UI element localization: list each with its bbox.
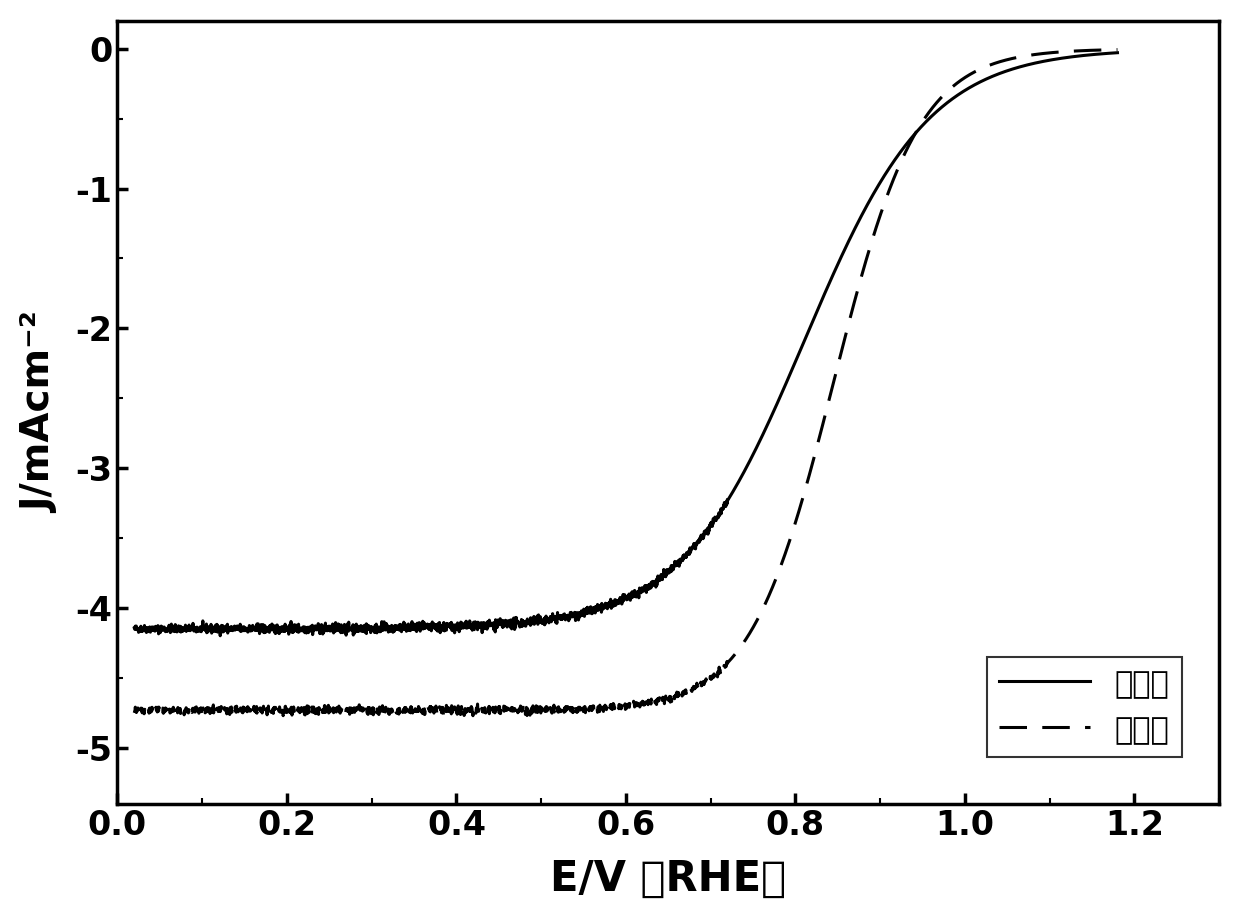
- 对比例: [126, 623, 141, 634]
- 实施例: [126, 707, 141, 718]
- Y-axis label: J/mAcm⁻²: J/mAcm⁻²: [21, 312, 58, 513]
- Line: 对比例: 对比例: [134, 52, 1117, 635]
- 实施例: [465, 710, 480, 721]
- 实施例: [1091, 44, 1106, 55]
- 实施例: [505, 702, 520, 713]
- 实施例: [239, 706, 254, 717]
- 对比例: [985, 71, 999, 82]
- Legend: 对比例, 实施例: 对比例, 实施例: [987, 657, 1182, 757]
- X-axis label: E/V （RHE）: E/V （RHE）: [551, 858, 786, 900]
- Line: 实施例: 实施例: [134, 50, 1117, 716]
- 实施例: [298, 704, 312, 715]
- 实施例: [985, 59, 999, 70]
- 对比例: [1091, 49, 1106, 60]
- 对比例: [298, 622, 312, 633]
- 对比例: [239, 624, 254, 635]
- 实施例: [1110, 44, 1125, 55]
- 对比例: [213, 630, 228, 641]
- 对比例: [1110, 47, 1125, 58]
- 对比例: [547, 613, 562, 624]
- 实施例: [547, 706, 562, 717]
- 对比例: [505, 624, 520, 635]
